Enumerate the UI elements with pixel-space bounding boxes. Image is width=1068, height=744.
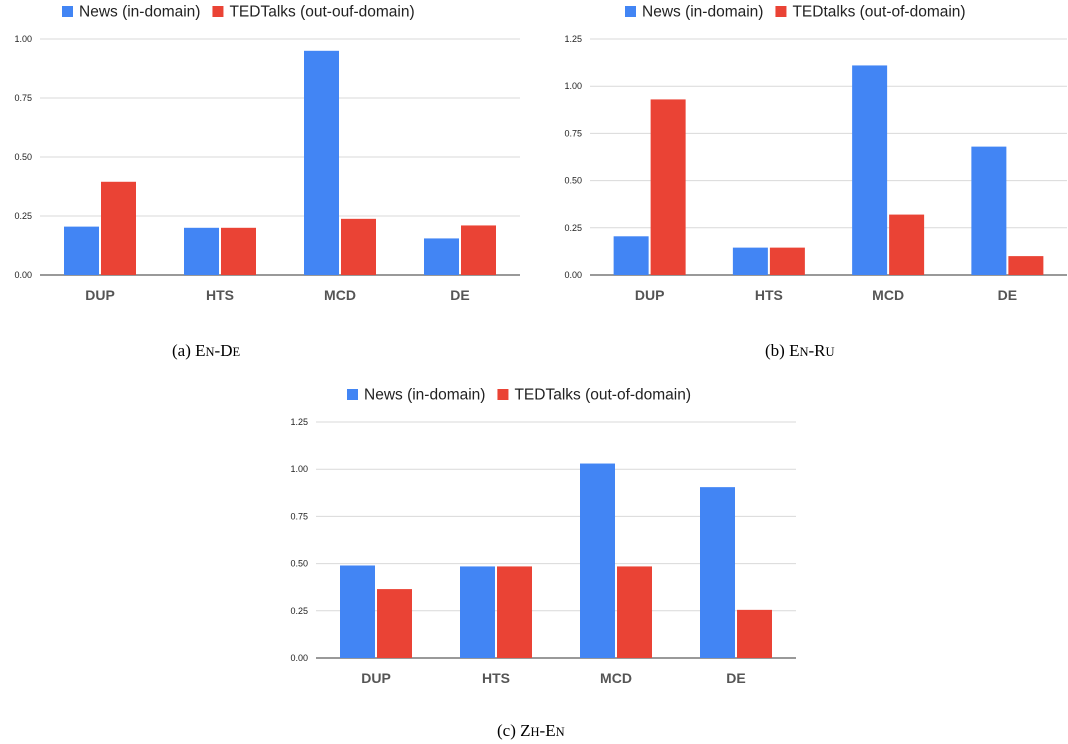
y-tick-label: 1.00: [14, 34, 32, 44]
bar-mcd-series-1: [617, 566, 652, 658]
y-tick-label: 0.25: [14, 211, 32, 221]
category-label: HTS: [755, 287, 783, 303]
legend-swatch: [775, 6, 787, 17]
y-tick-label: 1.00: [564, 81, 582, 91]
y-tick-label: 1.00: [290, 464, 308, 474]
category-label: MCD: [872, 287, 904, 303]
bar-dup-series-0: [340, 565, 375, 658]
legend-swatch: [497, 389, 509, 400]
bar-mcd-series-1: [341, 218, 376, 275]
legend-swatch: [62, 6, 73, 17]
bar-hts-series-0: [460, 566, 495, 658]
bar-mcd-series-1: [889, 214, 925, 275]
y-tick-label: 0.00: [290, 653, 308, 663]
legend-label: TEDtalks (out-of-domain): [792, 4, 965, 21]
chart-1: 0.00 0.25 0.50 0.75 1.00 1.25 DUP HTS MCD DE News …: [564, 4, 1067, 360]
chart-caption: (a) EN-DE: [172, 341, 241, 360]
y-tick-label: 0.50: [290, 559, 308, 569]
category-label: DUP: [85, 287, 115, 303]
y-tick-label: 0.25: [564, 223, 582, 233]
y-tick-label: 0.50: [14, 152, 32, 162]
bar-hts-series-0: [184, 227, 219, 275]
category-label: DUP: [361, 670, 391, 686]
chart-caption: (c) ZH-EN: [497, 721, 565, 740]
category-label: MCD: [324, 287, 356, 303]
y-tick-label: 1.25: [290, 417, 308, 427]
legend-label: TEDTalks (out-ouf-domain): [229, 4, 414, 21]
bar-mcd-series-0: [304, 50, 339, 275]
category-label: DE: [998, 287, 1017, 303]
category-label: DE: [450, 287, 469, 303]
legend-label: TEDTalks (out-of-domain): [514, 387, 691, 404]
bar-hts-series-1: [769, 247, 805, 275]
category-label: HTS: [206, 287, 234, 303]
bar-dup-series-1: [377, 589, 412, 658]
bar-mcd-series-0: [580, 463, 615, 658]
bar-de-series-1: [737, 609, 772, 658]
legend-label: News (in-domain): [79, 4, 200, 21]
legend-label: News (in-domain): [364, 387, 485, 404]
bar-dup-series-0: [64, 226, 99, 275]
y-tick-label: 0.00: [564, 270, 582, 280]
bar-de-series-1: [1008, 256, 1044, 275]
category-label: MCD: [600, 670, 632, 686]
legend-swatch: [625, 6, 636, 17]
chart-2: 0.00 0.25 0.50 0.75 1.00 1.25 DUP HTS MCD DE News …: [290, 387, 796, 740]
category-label: HTS: [482, 670, 510, 686]
bar-de-series-0: [971, 146, 1007, 275]
bar-hts-series-1: [221, 227, 256, 275]
bar-dup-series-1: [101, 181, 136, 275]
chart-caption: (b) EN-RU: [765, 341, 835, 360]
category-label: DUP: [635, 287, 665, 303]
category-label: DE: [726, 670, 745, 686]
bar-mcd-series-0: [852, 65, 888, 275]
y-tick-label: 0.75: [290, 511, 308, 521]
bar-hts-series-0: [732, 247, 768, 275]
legend-swatch: [347, 389, 358, 400]
legend-label: News (in-domain): [642, 4, 763, 21]
bar-de-series-1: [461, 225, 496, 275]
chart-0: 0.00 0.25 0.50 0.75 1.00 DUP HTS MCD DE News (in-…: [14, 4, 520, 360]
y-tick-label: 0.00: [14, 270, 32, 280]
bar-dup-series-1: [650, 99, 686, 275]
y-tick-label: 0.75: [14, 93, 32, 103]
y-tick-label: 0.25: [290, 606, 308, 616]
y-tick-label: 0.50: [564, 176, 582, 186]
bar-dup-series-0: [613, 236, 649, 275]
legend-swatch: [212, 6, 224, 17]
bar-de-series-0: [700, 487, 735, 658]
bar-hts-series-1: [497, 566, 532, 658]
y-tick-label: 0.75: [564, 128, 582, 138]
bar-de-series-0: [424, 238, 459, 275]
y-tick-label: 1.25: [564, 34, 582, 44]
